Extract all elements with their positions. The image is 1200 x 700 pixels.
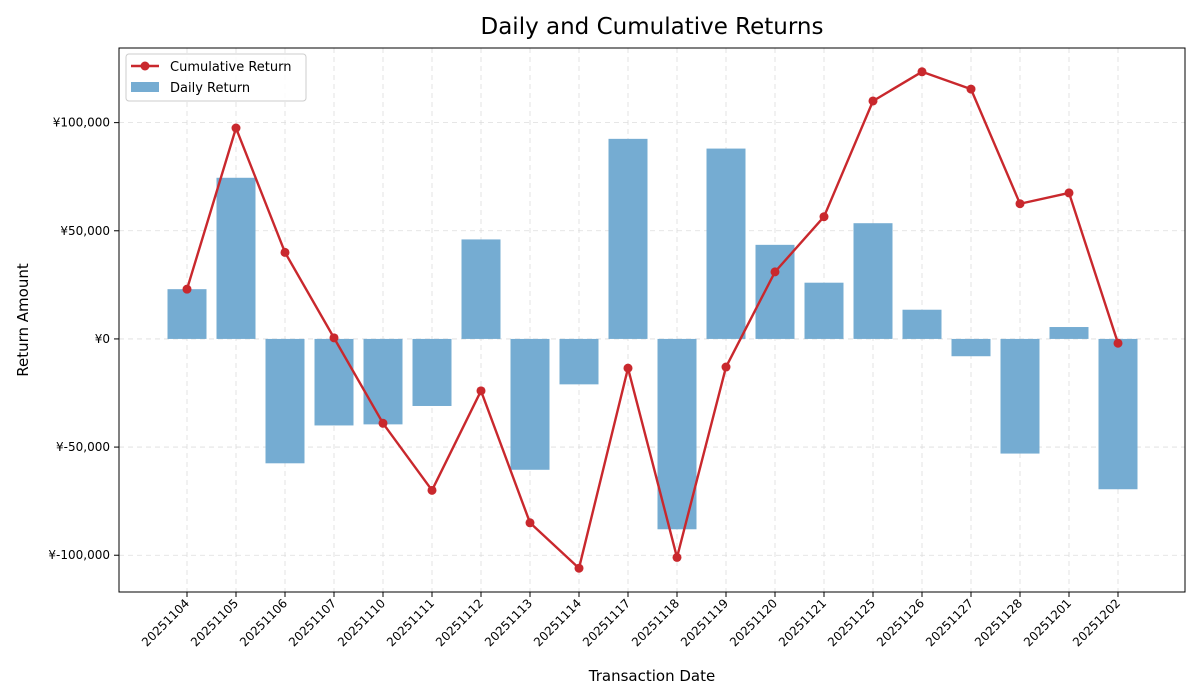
line-point <box>182 284 192 294</box>
x-tick-label: 20251127 <box>923 596 976 649</box>
line-point <box>868 96 878 106</box>
plot-frame <box>118 47 1186 593</box>
line-series <box>182 67 1123 573</box>
line-point <box>672 552 682 562</box>
x-tick-label: 20251111 <box>384 596 437 649</box>
grid <box>119 48 1185 592</box>
x-tick-label: 20251105 <box>188 596 241 649</box>
chart-title: Daily and Cumulative Returns <box>481 14 824 40</box>
line-point <box>1015 199 1025 209</box>
line-point <box>280 247 290 257</box>
bar <box>265 338 305 464</box>
x-tick-label: 20251202 <box>1070 596 1123 649</box>
x-tick-label: 20251128 <box>972 596 1025 649</box>
x-tick-label: 20251120 <box>727 596 780 649</box>
x-axis-label: Transaction Date <box>588 667 715 685</box>
line-point <box>427 485 437 495</box>
line-point <box>770 267 780 277</box>
x-tick-label: 20251112 <box>433 596 486 649</box>
bar <box>1000 338 1040 454</box>
line-point <box>1064 188 1074 198</box>
y-tick-label: ¥-50,000 <box>56 440 110 454</box>
line-point <box>525 518 535 528</box>
line-point <box>378 418 388 428</box>
line-point <box>574 563 584 573</box>
line-point <box>1113 338 1123 348</box>
line-point <box>231 123 241 133</box>
bar <box>167 289 207 339</box>
x-tick-label: 20251110 <box>335 596 388 649</box>
bar <box>1098 338 1138 490</box>
x-tick-label: 20251119 <box>678 596 731 649</box>
bar <box>314 338 354 426</box>
x-axis: 2025110420251105202511062025110720251110… <box>139 592 1123 649</box>
bar <box>1049 327 1089 339</box>
x-tick-label: 20251126 <box>874 596 927 649</box>
x-tick-label: 20251106 <box>237 596 290 649</box>
x-tick-label: 20251117 <box>580 596 633 649</box>
bar <box>853 223 893 339</box>
bar <box>657 338 697 530</box>
legend-bar-swatch <box>131 82 159 92</box>
y-tick-label: ¥50,000 <box>60 224 110 238</box>
x-tick-label: 20251104 <box>139 596 192 649</box>
bar <box>559 338 599 385</box>
y-axis: ¥-100,000 ¥-50,000 ¥0 ¥50,000 ¥100,000 <box>48 116 119 562</box>
x-tick-label: 20251107 <box>286 596 339 649</box>
line-point <box>476 386 486 396</box>
line-point <box>721 362 731 372</box>
line-point <box>623 363 633 373</box>
legend-label-cumulative: Cumulative Return <box>170 60 291 75</box>
x-tick-label: 20251113 <box>482 596 535 649</box>
bar <box>363 338 403 425</box>
line-point <box>966 84 976 94</box>
bar <box>461 239 501 339</box>
bar <box>902 309 942 339</box>
legend: Cumulative Return Daily Return <box>125 53 307 102</box>
x-tick-label: 20251125 <box>825 596 878 649</box>
line-point <box>329 333 339 343</box>
x-tick-label: 20251118 <box>629 596 682 649</box>
bar-series <box>167 138 1138 530</box>
bar <box>608 138 648 339</box>
x-tick-label: 20251114 <box>531 596 584 649</box>
bar <box>216 177 256 339</box>
line-point <box>819 212 829 222</box>
y-axis-label: Return Amount <box>14 263 32 377</box>
legend-label-daily: Daily Return <box>170 81 250 96</box>
bar <box>510 338 550 470</box>
cumulative-line <box>185 70 1120 570</box>
bar <box>804 282 844 339</box>
bar <box>755 244 795 339</box>
bar <box>412 338 452 406</box>
line-point <box>917 67 927 77</box>
y-tick-label: ¥0 <box>95 332 110 346</box>
legend-box <box>125 53 307 102</box>
x-tick-label: 20251121 <box>776 596 829 649</box>
y-tick-label: ¥100,000 <box>53 116 110 130</box>
x-tick-label: 20251201 <box>1021 596 1074 649</box>
y-tick-label: ¥-100,000 <box>48 548 110 562</box>
legend-marker-swatch <box>140 61 150 71</box>
bar <box>706 148 746 339</box>
bar <box>951 338 991 357</box>
